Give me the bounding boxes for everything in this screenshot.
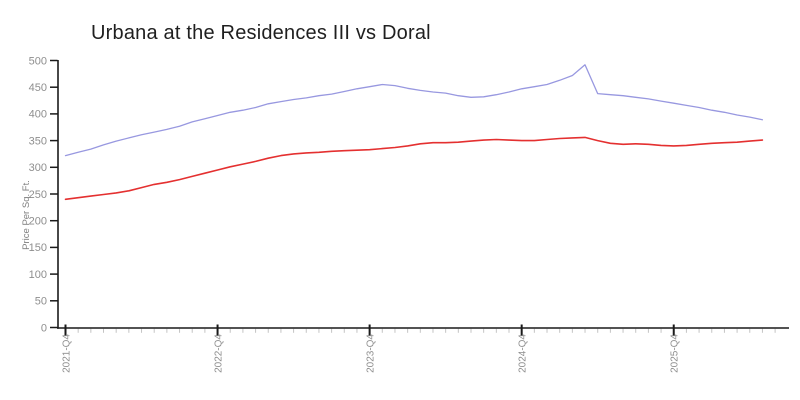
y-tick-label: 250 (29, 189, 47, 201)
chart-title: Urbana at the Residences III vs Doral (91, 22, 431, 44)
x-tick-label: 2025-Q4 (670, 334, 681, 373)
y-tick-label: 50 (35, 296, 47, 308)
x-tick-label: 2022-Q4 (214, 334, 225, 373)
y-tick-label: 350 (29, 135, 47, 147)
y-tick-label: 0 (41, 322, 47, 334)
x-tick-label: 2024-Q4 (518, 334, 529, 373)
y-tick-label: 500 (29, 55, 47, 67)
y-tick-label: 450 (29, 82, 47, 94)
series-line-urbana-at-the-residences-iii (64, 64, 764, 157)
y-tick-label: 400 (29, 109, 47, 121)
y-tick-label: 100 (29, 269, 47, 281)
y-tick-label: 150 (29, 242, 47, 254)
series-line-doral (64, 136, 764, 201)
y-tick-label: 300 (29, 162, 47, 174)
x-tick-label: 2021-Q4 (62, 334, 73, 373)
x-tick-label: 2023-Q4 (366, 334, 377, 373)
y-tick-label: 200 (29, 216, 47, 228)
